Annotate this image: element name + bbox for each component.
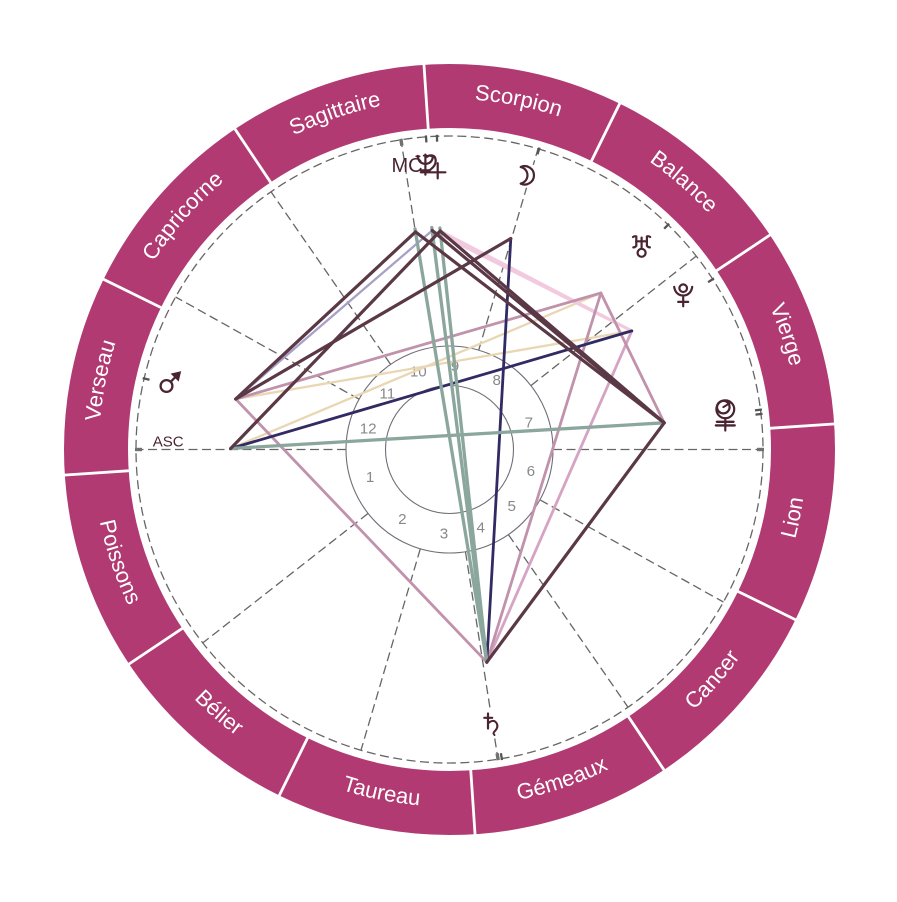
svg-text:2: 2 (398, 511, 406, 528)
svg-text:8: 8 (492, 372, 500, 389)
svg-text:1: 1 (366, 469, 374, 486)
svg-text:6: 6 (527, 463, 535, 480)
svg-text:4: 4 (476, 520, 484, 537)
svg-text:3: 3 (440, 526, 448, 543)
svg-text:7: 7 (525, 414, 533, 431)
svg-text:ASC: ASC (153, 433, 184, 450)
svg-text:5: 5 (507, 498, 515, 515)
svg-text:12: 12 (360, 421, 377, 438)
